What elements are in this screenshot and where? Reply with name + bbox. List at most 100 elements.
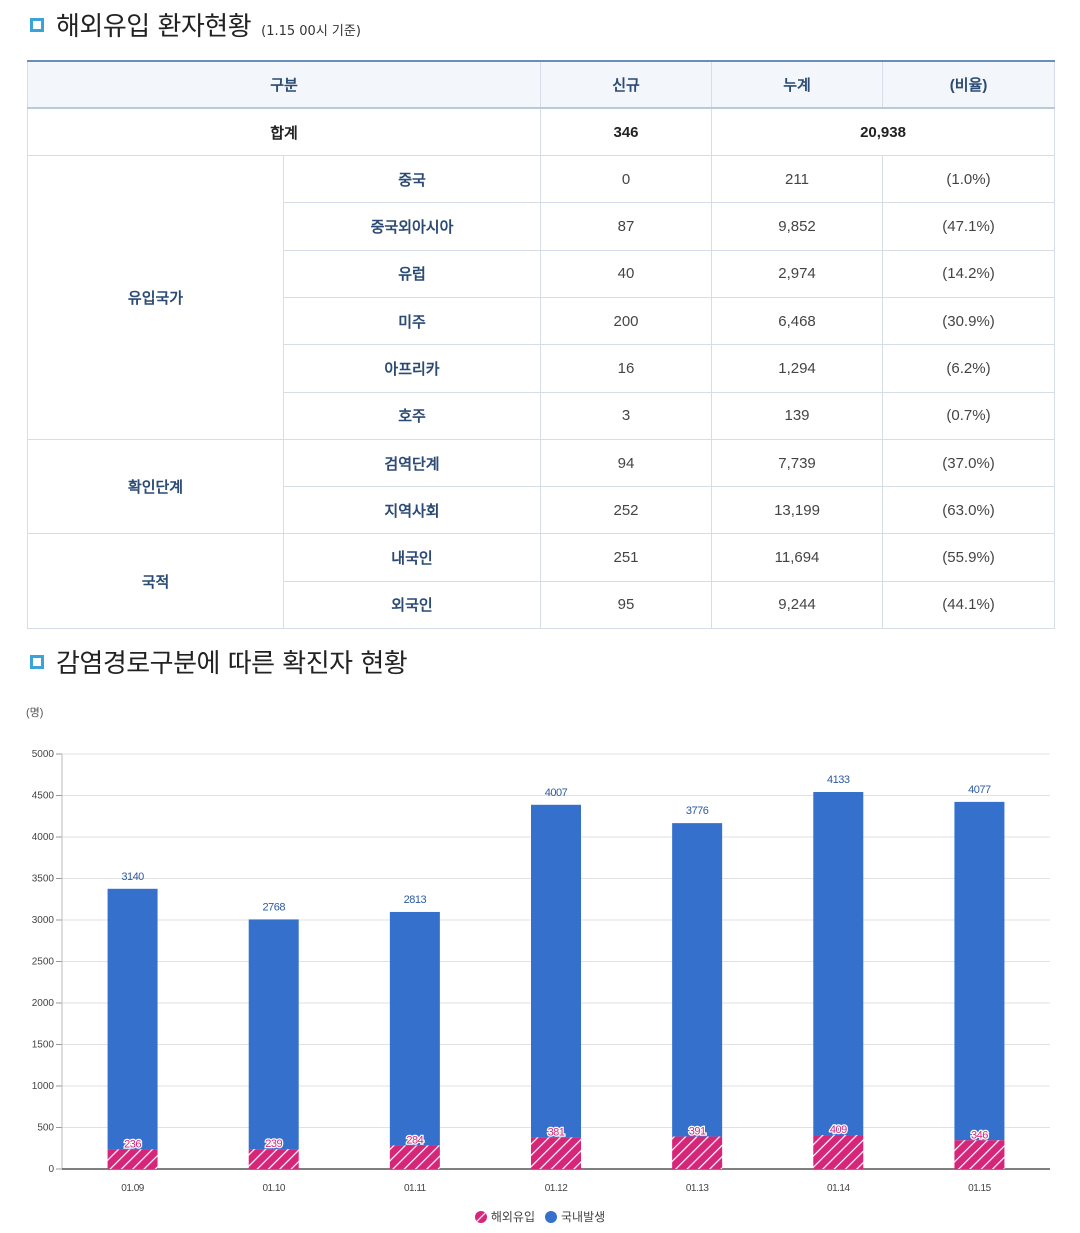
data-label-domestic: 2813	[404, 894, 427, 906]
square-bullet-icon	[30, 654, 44, 669]
y-tick-label: 2500	[32, 957, 55, 968]
total-new: 346	[540, 107, 713, 157]
section-title-text: 감염경로구분에 따른 확진자 현황	[56, 649, 408, 679]
data-label-overseas: 391	[689, 1126, 706, 1138]
cell-new: 251	[540, 533, 713, 582]
y-tick-label: 3000	[32, 915, 55, 926]
y-tick-label: 4500	[32, 791, 55, 802]
bar-overseas	[389, 1145, 440, 1169]
bar-overseas	[248, 1149, 299, 1169]
cell-new: 95	[540, 580, 713, 630]
row-label: 지역사회	[282, 486, 542, 535]
bar-domestic	[107, 888, 158, 1150]
table-row: 유입국가 중국 0 211 (1.0%)	[27, 155, 1056, 440]
legend-item-domestic[interactable]: 국내발생	[545, 1208, 605, 1225]
section-subtitle: (1.15 00시 기준)	[261, 24, 361, 39]
bar-domestic	[672, 823, 723, 1137]
cell-new: 16	[540, 344, 713, 393]
x-tick-label: 01.13	[686, 1183, 709, 1194]
table-row: 외국인 95 9,244 (44.1%)	[28, 580, 1056, 630]
data-label-overseas: 236	[124, 1138, 141, 1150]
group-label: 확인단계	[27, 438, 284, 535]
cell-ratio: (47.1%)	[882, 202, 1056, 251]
y-tick-label: 2000	[32, 998, 55, 1009]
cell-cumulative: 139	[711, 391, 884, 440]
y-tick-label: 0	[48, 1164, 54, 1175]
cell-cumulative: 13,199	[711, 486, 884, 535]
group-label: 유입국가	[27, 155, 284, 440]
bar-domestic	[813, 792, 864, 1136]
cell-ratio: (55.9%)	[882, 533, 1056, 582]
bar-overseas	[672, 1136, 723, 1169]
x-tick-label: 01.12	[545, 1183, 568, 1194]
y-unit-label: (명)	[26, 706, 43, 719]
table-row: 아프리카 16 1,294 (6.2%)	[28, 344, 1056, 393]
header-new: 신규	[540, 59, 713, 110]
cell-ratio: (37.0%)	[882, 438, 1056, 488]
cell-ratio: (44.1%)	[882, 580, 1056, 630]
table-row: 확인단계 검역단계 94 7,739 (37.0%)	[27, 438, 1056, 535]
cell-cumulative: 2,974	[711, 249, 884, 298]
cell-new: 87	[540, 202, 713, 251]
row-label: 내국인	[282, 533, 542, 582]
row-label: 검역단계	[282, 438, 542, 488]
total-label: 합계	[26, 107, 542, 157]
header-ratio: (비율)	[882, 59, 1056, 110]
table-row: 미주 200 6,468 (30.9%)	[28, 296, 1056, 346]
x-tick-label: 01.10	[262, 1183, 285, 1194]
cell-ratio: (30.9%)	[882, 296, 1056, 346]
header-cumulative: 누계	[711, 59, 884, 110]
total-cumulative: 20,938	[711, 107, 1056, 157]
x-tick-label: 01.14	[827, 1183, 850, 1194]
table-row: 중국외아시아 87 9,852 (47.1%)	[28, 202, 1056, 251]
x-tick-label: 01.15	[968, 1183, 991, 1194]
legend-dot-icon	[545, 1210, 557, 1223]
data-label-overseas: 284	[406, 1134, 423, 1146]
row-label: 미주	[282, 296, 542, 346]
cell-ratio: (63.0%)	[882, 486, 1056, 535]
table-row: 유럽 40 2,974 (14.2%)	[28, 249, 1056, 298]
row-label: 호주	[282, 391, 542, 440]
cell-new: 40	[540, 249, 713, 298]
cell-new: 200	[540, 296, 713, 346]
bar-overseas	[954, 1140, 1005, 1169]
total-row: 합계 346 20,938	[26, 107, 1056, 157]
cell-cumulative: 9,244	[711, 580, 884, 630]
bar-overseas	[107, 1149, 158, 1169]
y-tick-label: 5000	[32, 749, 55, 760]
row-label: 중국	[282, 155, 542, 204]
row-label: 외국인	[282, 580, 542, 630]
data-label-domestic: 4077	[968, 784, 991, 796]
legend-item-overseas[interactable]: 해외유입	[474, 1208, 535, 1225]
y-tick-label: 1500	[32, 1040, 55, 1051]
table-row: 호주 3 139 (0.7%)	[28, 391, 1056, 440]
cell-ratio: (14.2%)	[882, 249, 1056, 298]
x-tick-label: 01.09	[121, 1183, 144, 1194]
data-label-overseas: 239	[265, 1138, 282, 1150]
data-label-domestic: 3140	[121, 871, 144, 883]
bar-domestic	[531, 804, 581, 1138]
y-tick-label: 500	[37, 1123, 54, 1134]
legend-label: 해외유입	[490, 1210, 535, 1224]
chart-legend: 해외유입 국내발생	[0, 1208, 1080, 1225]
table-header-row: 구분 신규 누계 (비율)	[26, 59, 1056, 110]
bar-overseas	[531, 1137, 581, 1169]
y-tick-label: 1000	[32, 1081, 55, 1092]
group-label: 국적	[27, 533, 284, 630]
row-label: 유럽	[282, 249, 542, 298]
bar-domestic	[248, 919, 299, 1150]
data-label-domestic: 4007	[545, 787, 568, 799]
cell-new: 94	[540, 438, 713, 488]
y-tick-label: 4000	[32, 832, 55, 843]
bar-domestic	[954, 801, 1005, 1141]
cell-ratio: (1.0%)	[882, 155, 1056, 204]
cell-cumulative: 6,468	[711, 296, 884, 346]
y-tick-label: 3500	[32, 874, 55, 885]
section-title-overseas: 해외유입 환자현황 (1.15 00시 기준)	[30, 6, 361, 43]
cell-new: 3	[540, 391, 713, 440]
legend-label: 국내발생	[561, 1210, 606, 1224]
square-bullet-icon	[30, 17, 44, 32]
cell-cumulative: 211	[711, 155, 884, 204]
cell-new: 0	[540, 155, 713, 204]
infection-route-chart: (명) 0 500 1000 1500 2000 2500 3000 3500 4000 4500 5…	[26, 706, 1050, 1194]
